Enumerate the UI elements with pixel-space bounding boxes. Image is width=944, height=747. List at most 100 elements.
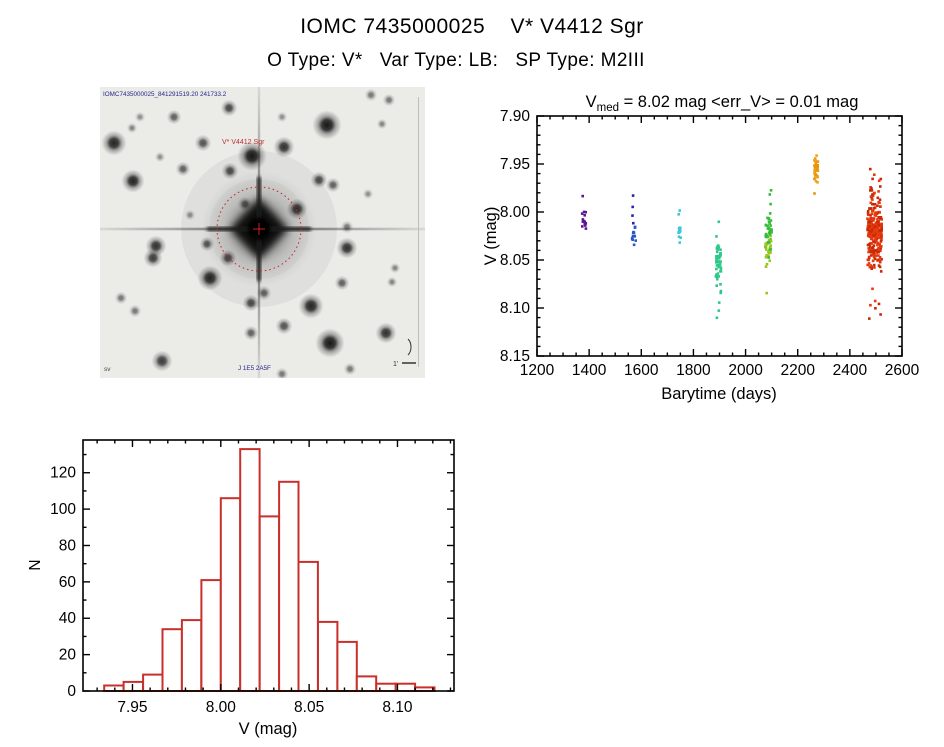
star [126,122,138,134]
y-tick-label: 80 [59,537,77,554]
y-tick-label: 0 [67,683,76,700]
star [275,367,289,378]
star [243,325,259,341]
star [101,130,127,156]
star [315,328,345,358]
star [128,304,142,318]
histogram-bar [122,680,144,693]
star [275,317,293,335]
star [336,237,358,259]
star [312,110,342,140]
star [382,93,396,107]
lightcurve-frame [536,115,903,357]
star [362,188,374,200]
star [221,162,239,180]
y-tick-label: 120 [50,465,76,482]
page-title: IOMC 7435000025 V* V4412 Sgr [300,15,644,38]
finding-chart-image: IOMC7435000025_841291519.20 241733.2 V* V… [100,87,425,378]
star-name-label: V* V4412 Sgr [222,139,265,146]
star [242,294,260,312]
finding-chart-id-text: IOMC7435000025_841291519.20 241733.2 [103,91,227,98]
histogram-xlabel: V (mag) [239,720,298,738]
x-tick-label: 1400 [572,362,607,379]
histogram-bar [180,619,203,692]
histogram-ylabel: N [28,559,44,570]
star [375,322,397,344]
histogram-bars [103,448,436,693]
target-crosshair-icon [253,223,265,235]
star [343,362,357,376]
star [325,177,341,193]
y-tick-label: 40 [59,610,77,627]
x-tick-label: 1800 [676,362,711,379]
histogram-bar [355,675,378,693]
scale-mark: 1' [393,338,416,368]
field-stars [101,88,401,378]
aperture-circle [216,186,302,272]
star [386,276,398,288]
x-tick-label: 2200 [780,362,815,379]
star [151,350,173,372]
scale-label: 1' [393,361,398,368]
lightcurve-cluster [630,194,637,247]
star [175,161,191,177]
star [273,136,295,158]
x-tick-label: 7.95 [117,699,147,716]
star [194,134,212,152]
lightcurve-points [580,154,883,320]
y-tick-label: 8.15 [500,348,530,365]
star [256,285,272,301]
lightcurve-ylabel: V (mag) [482,207,500,266]
star [340,220,354,234]
star [197,265,223,291]
histogram-bar [142,673,164,692]
star [298,293,324,319]
star [389,262,401,274]
lightcurve-cluster [714,220,723,320]
y-tick-label: 60 [59,574,77,591]
lightcurve-title: Vmed = 8.02 mag <err_V> = 0.01 mag [586,93,859,114]
histogram-bar [317,620,339,693]
star [143,248,163,268]
star [166,109,182,125]
star [220,99,238,117]
star [184,209,196,221]
star [310,171,328,189]
star [334,275,350,291]
lightcurve-cluster [866,167,883,320]
lightcurve-cluster [813,154,820,195]
y-tick-label: 7.95 [500,156,530,173]
x-tick-label: 2000 [728,362,763,379]
histogram-tick-labels: 7.95 8.00 8.05 8.10 0 20 40 60 80 100 120 [50,465,413,716]
y-tick-label: 7.90 [500,108,531,125]
lightcurve-cluster [764,189,773,295]
x-tick-label: 2400 [833,362,868,379]
y-tick-label: 8.05 [500,252,530,269]
histogram-bar [161,628,183,693]
y-tick-label: 100 [50,501,76,518]
histogram-bar [336,640,358,693]
x-tick-label: 1200 [520,362,555,379]
star [364,88,378,102]
histogram-bar [278,480,300,692]
star [237,141,267,171]
histogram-plot: 7.95 8.00 8.05 8.10 0 20 40 60 80 100 120 V (mag) N [28,439,455,738]
lightcurve-tick-labels: 1200 1400 1600 1800 2000 2200 2400 2600 7.90 7.95… [500,108,920,379]
x-tick-label: 2600 [885,362,920,379]
x-tick-label: 8.05 [294,699,324,716]
lightcurve-cluster [677,209,682,244]
finding-chart-corner-text: sv [104,366,111,373]
histogram-bar [103,684,125,692]
star [114,291,128,305]
x-tick-label: 1600 [624,362,659,379]
star [154,151,166,163]
histogram-bar [219,497,242,693]
x-tick-label: 8.10 [382,699,413,716]
lightcurve-plot: 1200 1400 1600 1800 2000 2200 2400 2600 7.90 7.95… [482,93,920,403]
lightcurve-xlabel: Barytime (days) [661,385,777,403]
histogram-bar [297,560,319,693]
x-tick-label: 8.00 [206,699,237,716]
star [276,111,288,123]
histogram-frame [82,439,455,692]
